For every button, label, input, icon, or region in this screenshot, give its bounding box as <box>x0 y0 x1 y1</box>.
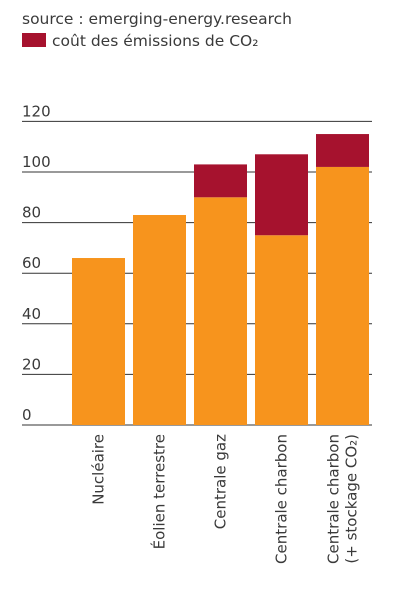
x-category-label: Nucléaire <box>90 434 108 505</box>
y-tick-label: 40 <box>22 305 41 323</box>
bars <box>72 134 369 425</box>
legend-swatch-co2 <box>22 33 46 47</box>
bar-co2-segment <box>316 134 369 167</box>
x-category-label: Éolien terrestre <box>150 434 169 549</box>
y-tick-label: 120 <box>22 102 51 120</box>
bar-base-segment <box>72 258 125 425</box>
y-tick-label: 0 <box>22 406 32 424</box>
y-axis-tick-labels: 0 20 40 60 80 100 120 <box>22 102 51 424</box>
y-tick-label: 20 <box>22 355 41 373</box>
legend-label-co2: coût des émissions de CO₂ <box>52 32 258 50</box>
x-category-label: (+ stockage CO₂) <box>343 434 361 564</box>
bar-base-segment <box>194 197 247 425</box>
source-note: source : emerging-energy.research <box>22 10 292 28</box>
x-category-label: Centrale charbon <box>325 434 343 564</box>
y-tick-label: 60 <box>22 254 41 272</box>
bar-co2-segment <box>255 154 308 236</box>
x-category-label: Centrale gaz <box>212 434 230 529</box>
bar-base-segment <box>255 235 308 425</box>
y-tick-label: 100 <box>22 153 51 171</box>
x-category-label: Centrale charbon <box>273 434 291 564</box>
bar-base-segment <box>316 166 369 425</box>
y-tick-label: 80 <box>22 204 41 222</box>
x-axis-category-labels: Nucléaire Éolien terrestre Centrale gaz Cen… <box>90 434 361 564</box>
bar-co2-segment <box>194 164 247 198</box>
bar-base-segment <box>133 215 186 425</box>
